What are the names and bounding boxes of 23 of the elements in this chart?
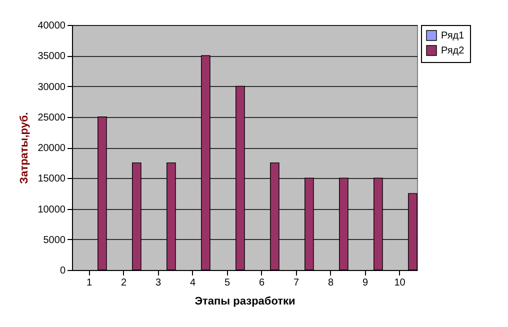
y-tick-label: 5000 — [43, 234, 66, 246]
legend-label: Ряд2 — [441, 46, 465, 56]
y-tick-label: 35000 — [38, 51, 66, 62]
x-tick-label: 9 — [362, 278, 368, 288]
legend-label: Ряд1 — [441, 30, 465, 42]
y-axis-title: Затраты,руб. — [18, 112, 31, 184]
y-tick-label: 25000 — [38, 112, 66, 124]
x-tick-label: 5 — [224, 278, 230, 288]
x-tick-label: 7 — [293, 278, 300, 288]
x-tick-label: 4 — [190, 278, 196, 288]
y-tick-label: 20000 — [38, 143, 66, 154]
y-tick-label: 40000 — [38, 20, 66, 32]
y-tick-label: 0 — [60, 266, 66, 276]
x-tick-label: 8 — [328, 278, 334, 288]
y-tick-label: 15000 — [38, 174, 66, 185]
x-tick-label: 3 — [155, 278, 162, 288]
x-tick-label: 1 — [86, 278, 92, 288]
y-tick-label: 10000 — [38, 204, 66, 216]
x-tick-label: 6 — [258, 278, 265, 288]
y-tick-label: 30000 — [38, 82, 66, 93]
x-tick-label: 10 — [394, 278, 406, 288]
x-axis-title: Этапы разработки — [194, 296, 296, 308]
x-tick-label: 2 — [120, 278, 127, 288]
